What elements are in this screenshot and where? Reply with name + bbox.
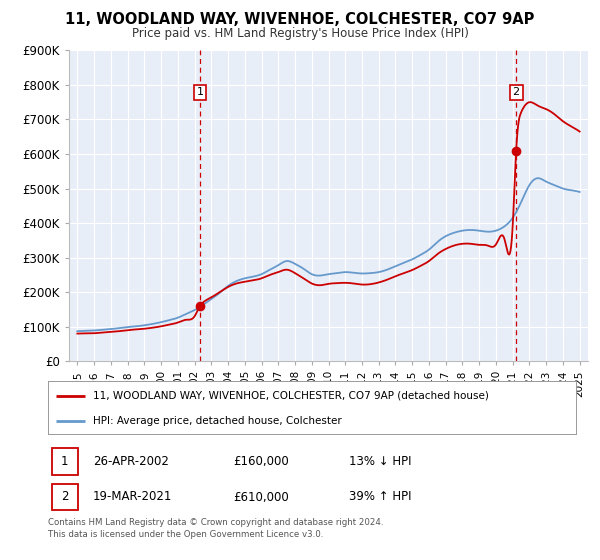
Text: 13% ↓ HPI: 13% ↓ HPI — [349, 455, 412, 468]
Text: £610,000: £610,000 — [233, 491, 289, 503]
Text: 2: 2 — [61, 491, 68, 503]
Text: Contains HM Land Registry data © Crown copyright and database right 2024.
This d: Contains HM Land Registry data © Crown c… — [48, 518, 383, 539]
Text: £160,000: £160,000 — [233, 455, 289, 468]
Text: 2: 2 — [512, 87, 520, 97]
Text: 26-APR-2002: 26-APR-2002 — [93, 455, 169, 468]
Text: 11, WOODLAND WAY, WIVENHOE, COLCHESTER, CO7 9AP (detached house): 11, WOODLAND WAY, WIVENHOE, COLCHESTER, … — [93, 391, 489, 401]
Text: 11, WOODLAND WAY, WIVENHOE, COLCHESTER, CO7 9AP: 11, WOODLAND WAY, WIVENHOE, COLCHESTER, … — [65, 12, 535, 27]
FancyBboxPatch shape — [52, 448, 77, 475]
Text: 39% ↑ HPI: 39% ↑ HPI — [349, 491, 412, 503]
Text: 1: 1 — [196, 87, 203, 97]
FancyBboxPatch shape — [52, 484, 77, 510]
Text: HPI: Average price, detached house, Colchester: HPI: Average price, detached house, Colc… — [93, 416, 341, 426]
Text: Price paid vs. HM Land Registry's House Price Index (HPI): Price paid vs. HM Land Registry's House … — [131, 27, 469, 40]
Text: 1: 1 — [61, 455, 68, 468]
Text: 19-MAR-2021: 19-MAR-2021 — [93, 491, 172, 503]
